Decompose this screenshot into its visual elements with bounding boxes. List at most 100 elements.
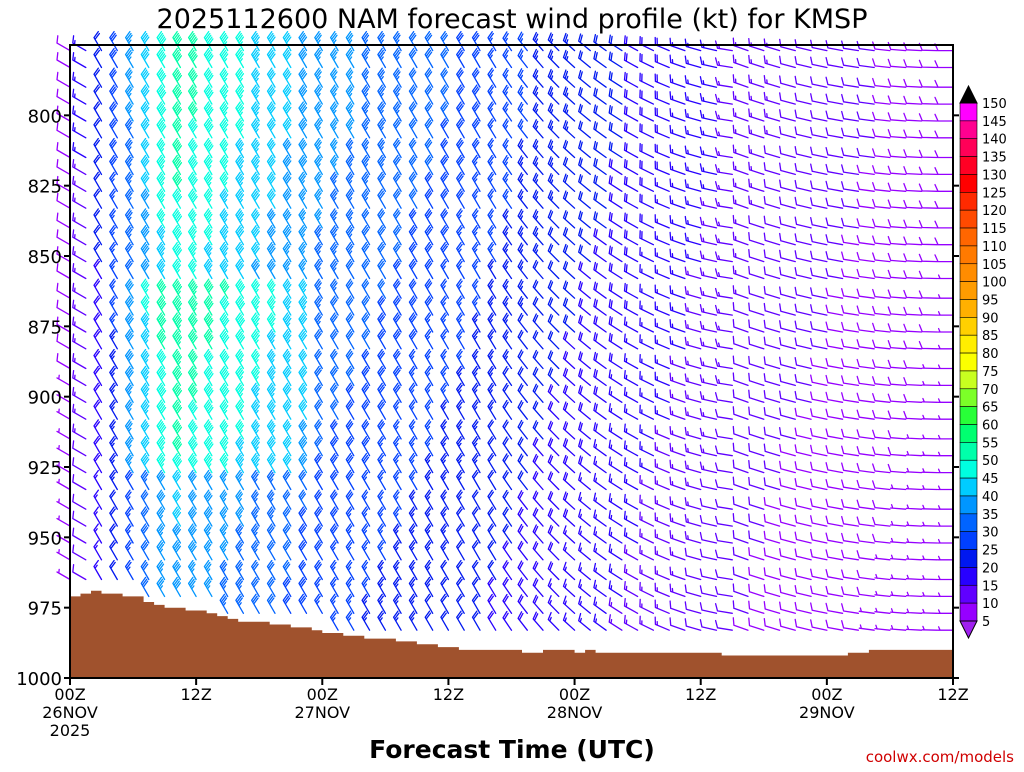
wind-barb bbox=[72, 52, 87, 69]
wind-barb bbox=[172, 208, 183, 229]
wind-barb bbox=[937, 274, 954, 280]
wind-barb bbox=[699, 568, 718, 581]
wind-barb bbox=[298, 295, 308, 316]
wind-barb bbox=[532, 383, 544, 403]
wind-barb bbox=[251, 208, 260, 229]
wind-barb bbox=[794, 250, 812, 263]
wind-barb bbox=[699, 303, 718, 316]
wind-barb bbox=[608, 282, 623, 299]
wind-barb bbox=[547, 102, 560, 122]
wind-barb bbox=[314, 295, 323, 316]
wind-barb bbox=[203, 559, 213, 581]
y-tick-label: 800 bbox=[28, 106, 62, 127]
colorbar-label: 75 bbox=[982, 365, 999, 380]
wind-barb bbox=[172, 523, 182, 544]
wind-barb bbox=[251, 188, 260, 209]
wind-barb bbox=[841, 321, 860, 333]
wind-barb bbox=[872, 516, 891, 527]
wind-barb bbox=[623, 299, 639, 316]
wind-barb bbox=[361, 241, 371, 263]
wind-barb bbox=[623, 457, 639, 474]
wind-barb bbox=[314, 312, 323, 333]
wind-barb bbox=[887, 252, 907, 263]
wind-barb bbox=[72, 440, 87, 457]
wind-barb bbox=[251, 593, 260, 614]
wind-barb bbox=[547, 119, 560, 139]
wind-barb bbox=[856, 375, 875, 387]
wind-barb bbox=[562, 331, 576, 350]
wind-barb bbox=[623, 527, 639, 544]
wind-barb bbox=[794, 92, 812, 105]
y-tick-label: 900 bbox=[28, 388, 62, 409]
wind-barb bbox=[578, 491, 591, 510]
wind-barb bbox=[654, 441, 670, 457]
wind-barb bbox=[714, 287, 733, 299]
wind-barb bbox=[109, 540, 118, 561]
wind-barb bbox=[578, 50, 591, 69]
wind-barb bbox=[314, 47, 323, 69]
wind-barb bbox=[172, 540, 182, 561]
wind-barb bbox=[872, 429, 891, 440]
wind-barb bbox=[779, 232, 796, 246]
wind-barb bbox=[345, 523, 355, 544]
wind-barb bbox=[517, 118, 528, 139]
wind-barb bbox=[669, 530, 686, 544]
wind-barb bbox=[732, 124, 749, 139]
wind-barb bbox=[593, 87, 607, 105]
wind-barb bbox=[578, 579, 591, 598]
wind-barb bbox=[578, 542, 591, 561]
wind-barb bbox=[794, 179, 812, 192]
wind-barb bbox=[654, 335, 670, 350]
wind-barb bbox=[203, 382, 214, 403]
wind-barb bbox=[187, 540, 197, 561]
wind-barb bbox=[593, 385, 607, 403]
wind-barb bbox=[440, 365, 450, 387]
wind-barb bbox=[377, 101, 387, 122]
wind-barb bbox=[732, 248, 749, 263]
wind-barb bbox=[124, 469, 134, 491]
wind-barb bbox=[471, 67, 481, 88]
wind-barb bbox=[887, 129, 907, 139]
wind-barb bbox=[361, 47, 371, 69]
wind-barb bbox=[471, 154, 481, 176]
wind-barb bbox=[593, 543, 607, 561]
wind-barb bbox=[578, 297, 591, 316]
wind-barb bbox=[639, 142, 655, 159]
wind-barb bbox=[487, 365, 497, 387]
wind-barb bbox=[502, 349, 513, 370]
wind-barb bbox=[763, 91, 781, 105]
wind-barb bbox=[203, 171, 213, 192]
wind-barb bbox=[502, 470, 513, 491]
wind-barb bbox=[608, 88, 623, 105]
wind-barb bbox=[140, 469, 150, 491]
wind-barb bbox=[124, 137, 134, 159]
wind-barb bbox=[219, 278, 230, 299]
wind-barb bbox=[825, 251, 844, 263]
wind-barb bbox=[251, 171, 260, 192]
wind-barb bbox=[203, 295, 214, 316]
wind-barb bbox=[124, 241, 134, 263]
wind-barb bbox=[547, 507, 560, 527]
wind-barb bbox=[314, 329, 323, 350]
wind-barb bbox=[608, 543, 623, 561]
credit-text: coolwx.com/models bbox=[866, 748, 1014, 766]
wind-barb bbox=[810, 532, 828, 544]
wind-barb bbox=[456, 523, 465, 544]
wind-barb bbox=[623, 175, 639, 192]
wind-barb bbox=[623, 159, 639, 176]
wind-barb bbox=[825, 267, 844, 280]
colorbar: 1501451401351301251201151101051009590858… bbox=[959, 84, 1007, 640]
wind-barb bbox=[684, 232, 702, 246]
wind-barb bbox=[172, 188, 183, 209]
wind-barb bbox=[890, 484, 907, 491]
wind-barb bbox=[562, 190, 576, 209]
wind-barb bbox=[314, 523, 323, 544]
wind-barb bbox=[608, 473, 623, 491]
wind-barb bbox=[937, 434, 954, 440]
wind-barb bbox=[578, 562, 591, 581]
wind-barb bbox=[732, 583, 749, 598]
wind-barb bbox=[779, 55, 796, 69]
wind-barb bbox=[578, 455, 591, 474]
wind-barb bbox=[639, 300, 655, 316]
